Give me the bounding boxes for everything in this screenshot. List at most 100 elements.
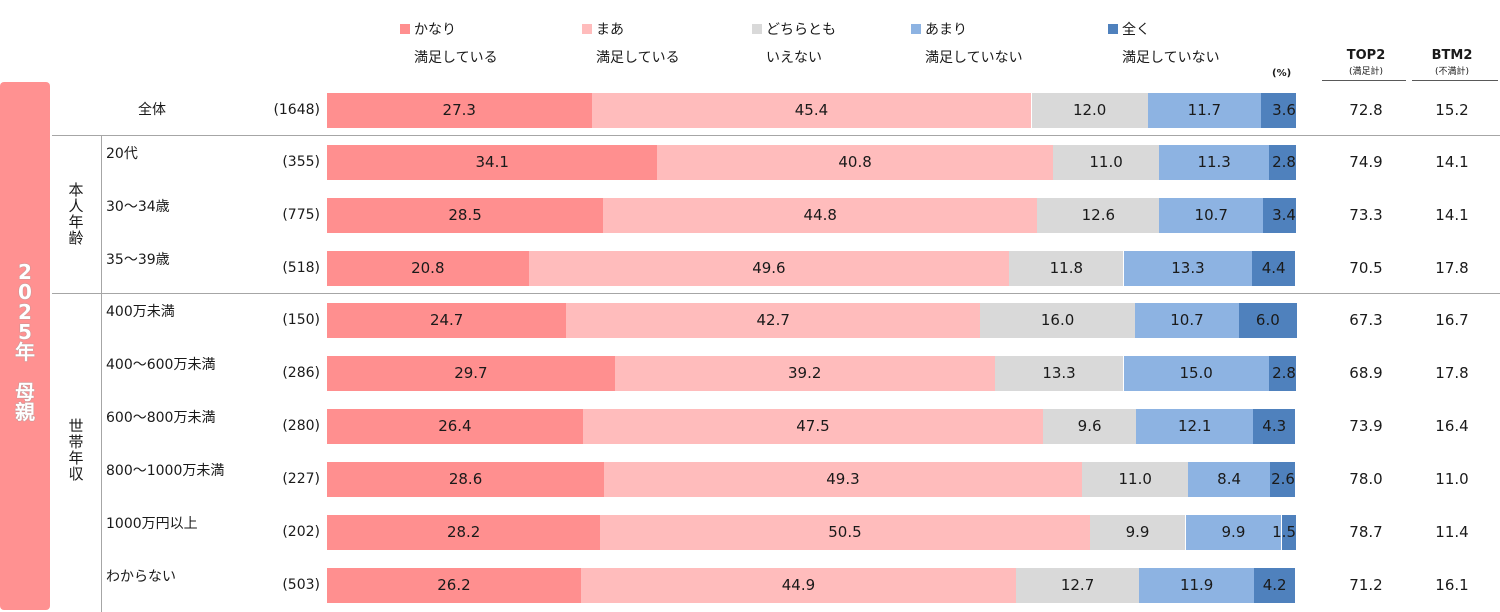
row-label: 400万未満 [106,304,175,320]
legend-item: まあ 満足している [582,20,680,66]
bar-segment-somewhat-dissatisfied: 13.3 [1123,250,1253,286]
row-label: 600～800万未満 [106,410,216,426]
group-char: 人 [68,197,84,215]
btm2-value: 11.4 [1435,523,1469,541]
legend-swatch-icon [752,24,762,34]
group-char: 世 [68,417,84,435]
btm2-header: BTM2 [1431,48,1473,63]
top2-underline [1322,80,1406,81]
bar-segment-very-dissatisfied: 4.4 [1252,250,1295,286]
survey-year-band [0,82,50,610]
band-char [0,362,50,382]
top2-value: 72.8 [1349,101,1383,119]
bar-segment-somewhat-satisfied: 40.8 [657,144,1053,180]
bar-segment-neutral: 9.9 [1089,514,1186,550]
bar-segment-somewhat-dissatisfied: 10.7 [1135,302,1239,338]
bar-segment-somewhat-dissatisfied: 11.9 [1139,567,1255,603]
band-char: 0 [18,280,32,304]
btm2-value: 16.1 [1435,576,1469,594]
bar-segment-somewhat-satisfied: 50.5 [600,514,1090,550]
band-char: 母 [15,380,35,404]
legend-label-line2: 満足していない [925,50,1023,66]
row-sample-size: (280) [282,418,320,434]
bar-segment-very-dissatisfied: 6.0 [1238,302,1297,338]
btm2-value: 14.1 [1435,206,1469,224]
legend-label-line2: 満足している [414,50,498,66]
legend-item: あまり 満足していない [911,20,1023,66]
group-char: 本 [68,181,84,199]
bar-segment-neutral: 16.0 [980,302,1136,338]
bar-segment-very-dissatisfied: 3.4 [1263,197,1296,233]
row-sample-size: (775) [282,207,320,223]
legend-item: どちらとも いえない [752,20,836,66]
top2-subheader: (満足計) [1348,67,1384,77]
group-char: 齢 [68,229,84,247]
top2-value: 70.5 [1349,259,1383,277]
bar-segment-very-satisfied: 27.3 [327,92,592,128]
bar-segment-very-dissatisfied: 3.6 [1261,92,1296,128]
btm2-underline [1412,80,1498,81]
bar-segment-very-satisfied: 29.7 [327,355,615,391]
legend-label-line1: かなり [414,22,456,38]
top2-value: 73.3 [1349,206,1383,224]
group-divider [101,135,102,612]
band-char: 親 [15,400,35,424]
legend-item: 全く 満足していない [1108,20,1220,66]
bar-segment-somewhat-dissatisfied: 9.9 [1185,514,1282,550]
bar-segment-somewhat-dissatisfied: 10.7 [1159,197,1264,233]
bar-segment-neutral: 11.0 [1081,461,1189,497]
bar-segment-somewhat-dissatisfied: 11.7 [1147,92,1262,128]
row-label: 全体 [138,102,166,118]
legend-swatch-icon [400,24,410,34]
bar-segment-very-satisfied: 28.6 [327,461,605,497]
row-sample-size: (355) [282,154,320,170]
band-char: 2 [18,260,32,284]
bar-segment-somewhat-satisfied: 45.4 [591,92,1032,128]
bar-segment-somewhat-satisfied: 49.3 [604,461,1082,497]
divider-after-total [52,135,1500,136]
btm2-value: 16.4 [1435,417,1469,435]
row-sample-size: (227) [282,471,320,487]
legend-label-line2: 満足していない [1122,50,1220,66]
row-sample-size: (150) [282,312,320,328]
top2-value: 74.9 [1349,153,1383,171]
group-char: 帯 [68,433,84,451]
bar-segment-very-satisfied: 28.2 [327,514,601,550]
legend-label-line2: いえない [766,50,822,66]
bar-segment-very-dissatisfied: 2.6 [1269,461,1295,497]
bar-segment-very-dissatisfied: 2.8 [1268,144,1296,180]
btm2-value: 14.1 [1435,153,1469,171]
btm2-value: 17.8 [1435,364,1469,382]
bar-segment-somewhat-dissatisfied: 12.1 [1136,408,1254,444]
row-label: 30～34歳 [106,199,170,215]
group-label-income: 世帯年収 [52,418,100,482]
bar-segment-very-satisfied: 34.1 [327,144,658,180]
btm2-value: 15.2 [1435,101,1469,119]
group-char: 収 [68,465,84,483]
row-label: 20代 [106,146,138,162]
legend-swatch-icon [582,24,592,34]
btm2-value: 16.7 [1435,311,1469,329]
legend-label-line1: どちらとも [766,22,836,38]
top2-value: 73.9 [1349,417,1383,435]
top2-value: 78.7 [1349,523,1383,541]
bar-segment-neutral: 11.0 [1052,144,1160,180]
btm2-value: 11.0 [1435,470,1469,488]
row-sample-size: (1648) [273,102,320,118]
bar-segment-neutral: 13.3 [994,355,1124,391]
btm2-value: 17.8 [1435,259,1469,277]
band-char: 2 [18,300,32,324]
divider-after-age [52,293,1500,294]
bar-segment-somewhat-satisfied: 44.8 [603,197,1038,233]
top2-value: 67.3 [1349,311,1383,329]
bar-segment-neutral: 12.7 [1016,567,1140,603]
bar-segment-somewhat-satisfied: 44.9 [580,567,1016,603]
bar-segment-somewhat-dissatisfied: 11.3 [1159,144,1269,180]
btm2-subheader: (不満計) [1434,67,1470,77]
bar-segment-somewhat-dissatisfied: 8.4 [1188,461,1270,497]
band-char: 年 [15,340,35,364]
row-label: 35～39歳 [106,252,170,268]
row-label: 400～600万未満 [106,357,216,373]
bar-segment-somewhat-satisfied: 49.6 [528,250,1010,286]
